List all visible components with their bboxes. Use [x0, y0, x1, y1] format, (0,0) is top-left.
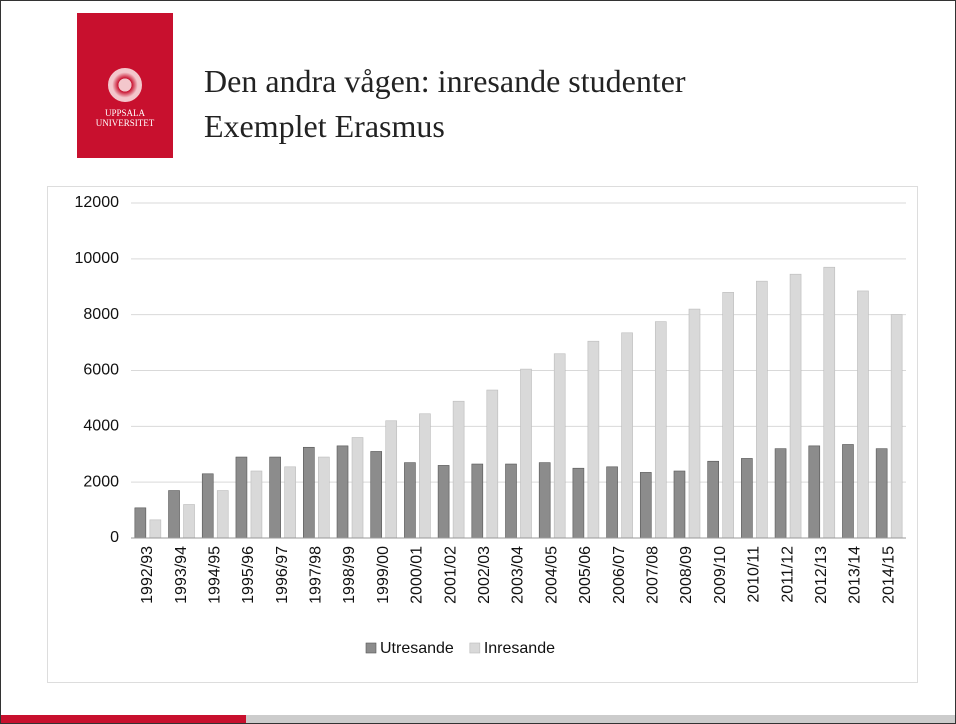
bar — [756, 280, 768, 539]
x-tick-label: 2010/11 — [746, 546, 763, 603]
bar — [471, 463, 484, 539]
x-tick-label: 2014/15 — [880, 546, 897, 604]
legend-swatch — [469, 642, 481, 654]
x-tick-label: 1998/99 — [341, 546, 358, 604]
title: Den andra vågen: inresande studenter Exe… — [204, 59, 686, 149]
bar — [437, 465, 450, 539]
bar — [639, 472, 652, 539]
bar — [520, 368, 532, 539]
bar — [134, 507, 147, 539]
x-tick-label: 2011/12 — [779, 546, 796, 603]
bar — [505, 463, 517, 539]
bar — [216, 490, 229, 539]
bar — [235, 456, 248, 539]
bar — [688, 308, 701, 539]
bar — [654, 321, 667, 539]
bar — [875, 448, 888, 539]
bar — [183, 504, 195, 539]
bar — [351, 437, 364, 539]
bar — [707, 460, 719, 539]
x-tick-label: 1999/00 — [375, 546, 392, 604]
bar — [250, 470, 263, 539]
logo-text: UNIVERSITET — [95, 118, 155, 128]
bar — [318, 456, 330, 539]
bar — [201, 473, 214, 539]
footer-bar — [246, 715, 955, 723]
x-tick-label: 1994/95 — [206, 546, 223, 604]
seal — [108, 68, 142, 102]
bar — [336, 445, 349, 539]
x-tick-label: 2003/04 — [510, 546, 527, 604]
chart-frame — [47, 186, 918, 683]
y-tick-label: 12000 — [75, 194, 120, 211]
legend-label: Inresande — [484, 640, 555, 657]
title-line: Exemplet Erasmus — [204, 108, 445, 144]
bar — [722, 292, 734, 539]
bar — [168, 490, 180, 539]
x-tick-label: 2012/13 — [813, 546, 830, 604]
bar — [621, 332, 633, 539]
bar — [385, 420, 398, 539]
x-tick-label: 2000/01 — [409, 546, 426, 604]
bar — [606, 466, 618, 539]
bar — [823, 266, 836, 539]
bar — [808, 445, 821, 539]
bar — [673, 470, 686, 539]
x-tick-label: 1997/98 — [308, 546, 325, 604]
x-tick-label: 1993/94 — [173, 546, 190, 604]
x-tick-label: 1992/93 — [139, 546, 156, 604]
logo-text: UPPSALA — [104, 108, 145, 118]
bar — [284, 466, 296, 539]
x-tick-label: 2005/06 — [577, 546, 594, 604]
bar — [857, 290, 869, 539]
x-tick-label: 1996/97 — [274, 546, 291, 604]
bar — [572, 467, 585, 539]
bar — [789, 273, 802, 539]
x-tick-label: 1995/96 — [240, 546, 257, 604]
x-tick-label: 2009/10 — [712, 546, 729, 604]
x-tick-label: 2006/07 — [611, 546, 628, 604]
logo: UPPSALA UNIVERSITET — [77, 13, 173, 158]
y-tick-label: 2000 — [83, 473, 119, 490]
x-tick-label: 2004/05 — [543, 546, 560, 604]
y-tick-label: 10000 — [75, 250, 120, 267]
bar — [890, 314, 903, 539]
bar — [538, 462, 551, 539]
x-tick-label: 2001/02 — [442, 546, 459, 604]
legend-swatch — [365, 642, 377, 654]
bar — [149, 519, 162, 539]
y-tick-label: 8000 — [83, 306, 119, 323]
bar — [452, 400, 465, 539]
legend-label: Utresande — [380, 640, 454, 657]
bar — [842, 444, 854, 539]
bar — [486, 389, 499, 539]
y-tick-label: 0 — [110, 529, 119, 546]
x-tick-label: 2007/08 — [645, 546, 662, 604]
bar — [587, 340, 600, 539]
bar — [741, 458, 753, 539]
x-tick-label: 2008/09 — [678, 546, 695, 604]
bar — [303, 446, 315, 539]
bar — [269, 456, 281, 539]
y-tick-label: 6000 — [83, 362, 119, 379]
title-line: Den andra vågen: inresande studenter — [204, 63, 686, 99]
bar — [404, 462, 416, 539]
y-tick-label: 4000 — [83, 418, 119, 435]
x-tick-label: 2013/14 — [847, 546, 864, 604]
footer-bar — [1, 715, 246, 723]
x-tick-label: 2002/03 — [476, 546, 493, 604]
bar — [553, 353, 566, 539]
bar — [419, 413, 431, 539]
bar — [370, 451, 383, 539]
bar — [774, 448, 787, 539]
